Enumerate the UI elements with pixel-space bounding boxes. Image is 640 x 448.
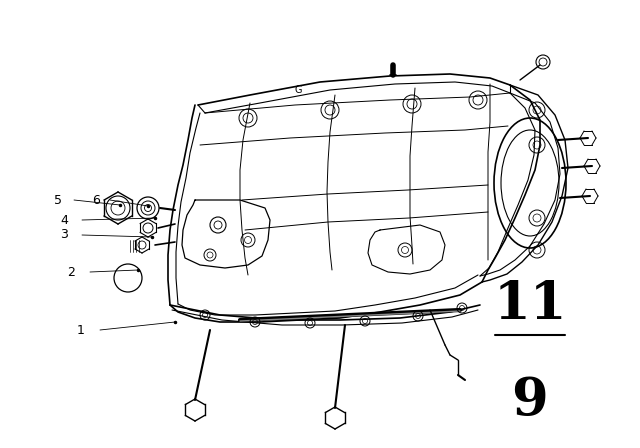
Text: 6: 6: [92, 194, 100, 207]
Text: 3: 3: [60, 228, 68, 241]
Text: 9: 9: [511, 375, 548, 426]
Text: 4: 4: [60, 214, 68, 227]
Text: 1: 1: [77, 323, 85, 336]
Text: G: G: [294, 85, 301, 95]
Text: 11: 11: [493, 279, 567, 330]
Text: 2: 2: [67, 266, 75, 279]
Text: 5: 5: [54, 194, 62, 207]
